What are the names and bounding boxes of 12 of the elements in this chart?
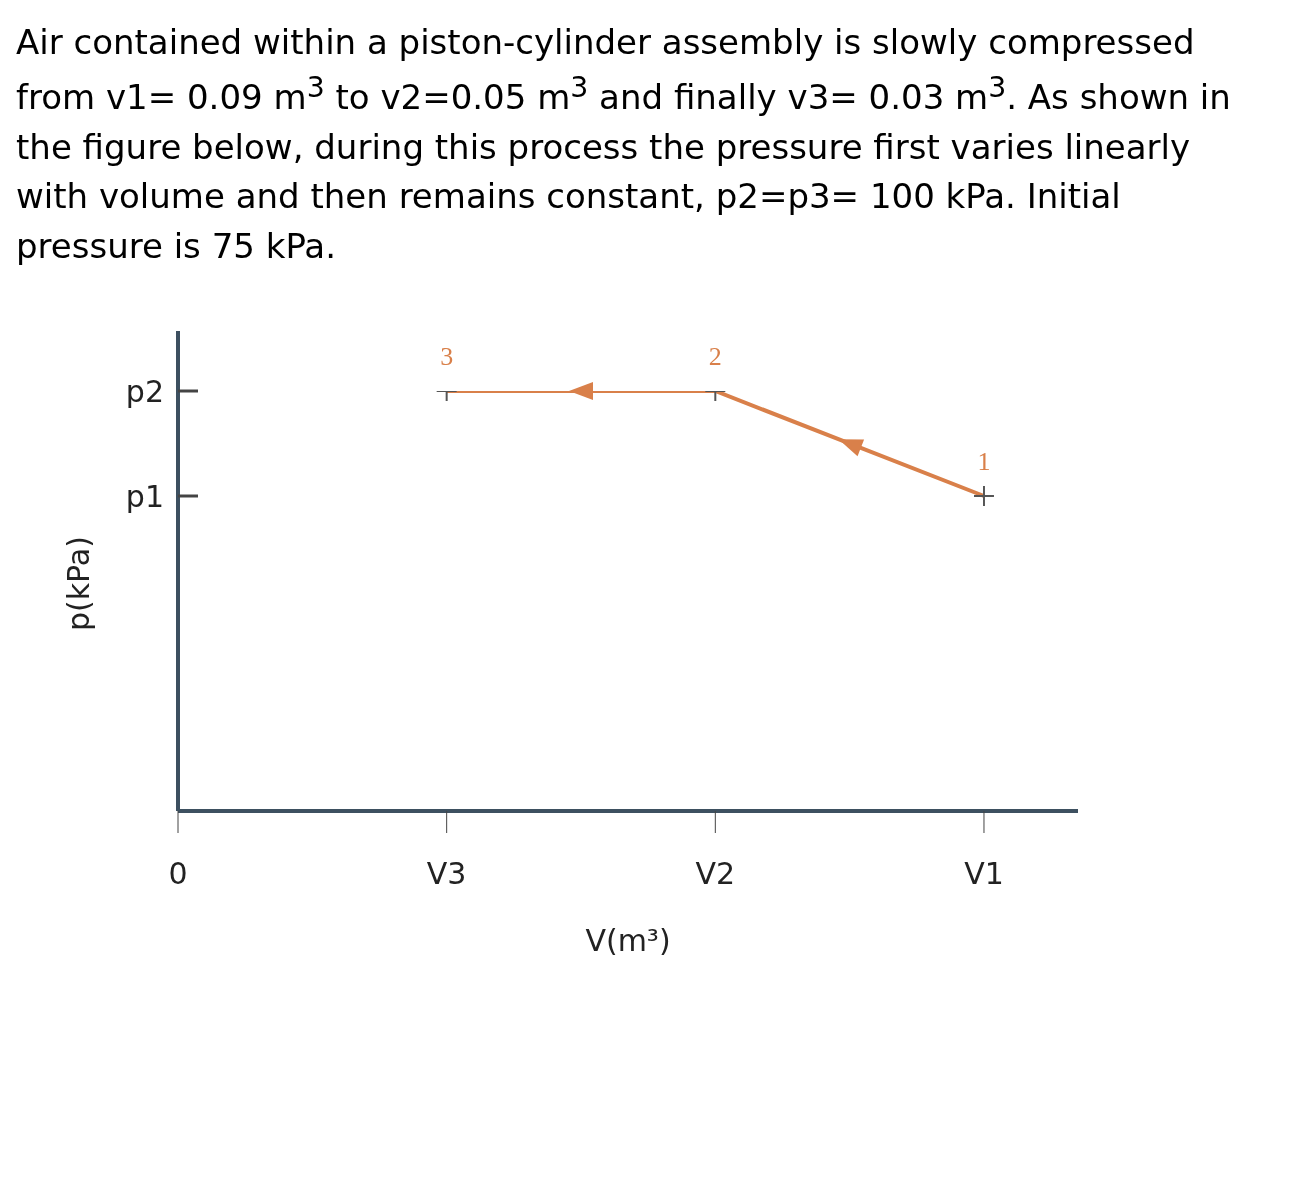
- annotation: 1: [977, 446, 991, 476]
- x-tick-label: V1: [964, 856, 1004, 892]
- x-axis-title: V(m³): [585, 922, 671, 958]
- y-axis-title: p(kPa): [60, 535, 96, 631]
- chart-title: Air contained within a piston-cylinder assembly is slowly compressed from v1= 0.09 m$^{3}$ to v2=0.05 m$^{3}$ and finally v3= 0.03 m$^{3}$. As shown in the figure below, during this process the pressure first varies linearly with volume and then remains constant, p2=p3= 100 kPa. Initial pressure is 75 kPa.: [16, 22, 1231, 266]
- text: p1: [125, 478, 164, 514]
- annotation: 2: [708, 341, 722, 371]
- x-tick-label: 0: [168, 856, 188, 892]
- x-tick-label: V2: [695, 856, 736, 892]
- annotation: 3: [440, 341, 454, 371]
- text: p2: [125, 373, 164, 409]
- x-tick-label: V3: [426, 856, 467, 892]
